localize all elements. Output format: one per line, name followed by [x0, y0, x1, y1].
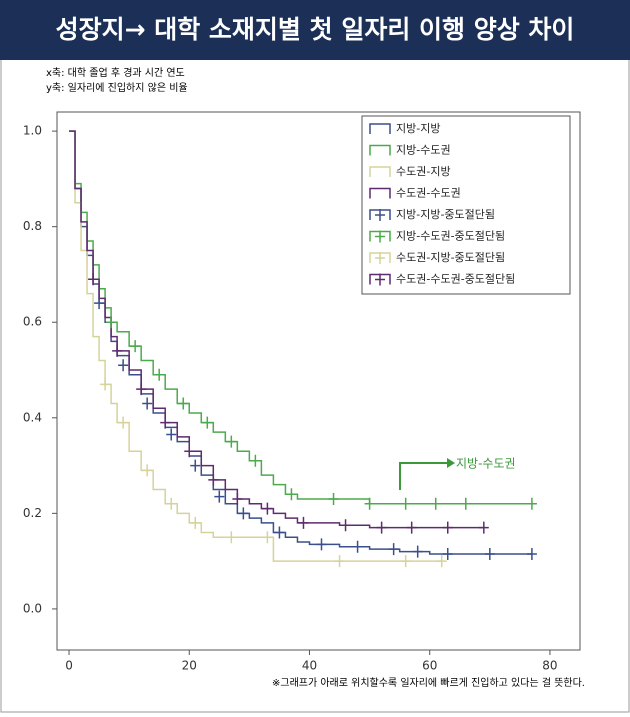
- y-tick-label: 0.0: [23, 601, 42, 615]
- header-bar: [0, 0, 630, 60]
- subtitle: y축: 일자리에 진입하지 않은 비율: [46, 81, 188, 94]
- censor-mark: [232, 493, 243, 506]
- censor-mark: [202, 416, 213, 429]
- censor-mark: [88, 273, 99, 286]
- censor-mark: [142, 397, 153, 410]
- legend-label: 지방-수도권-중도절단됨: [396, 230, 505, 243]
- censor-mark: [262, 531, 273, 544]
- legend-swatch: [369, 144, 391, 156]
- censor-mark: [130, 340, 141, 353]
- censor-mark: [208, 473, 219, 486]
- censor-mark: [478, 521, 489, 534]
- censor-mark: [106, 316, 117, 329]
- censor-mark: [286, 488, 297, 501]
- censor-mark: [430, 497, 441, 510]
- censor-mark: [388, 543, 399, 556]
- x-tick-label: 40: [302, 659, 317, 673]
- censor-mark: [334, 555, 345, 568]
- censor-mark: [340, 519, 351, 532]
- footnote: ※그래프가 아래로 위치할수록 일자리에 빠르게 진입하고 있다는 걸 뜻한다.: [272, 676, 585, 689]
- censor-mark: [160, 416, 171, 429]
- x-tick-label: 80: [542, 659, 557, 673]
- legend-label: 수도권-수도권-중도절단됨: [396, 273, 515, 286]
- censor-mark: [154, 368, 165, 381]
- legend-box: [361, 115, 571, 295]
- censor-mark: [460, 497, 471, 510]
- censor-mark: [178, 397, 189, 410]
- censor-mark: [238, 507, 249, 520]
- censor-mark: [364, 497, 375, 510]
- legend-swatch: [369, 187, 391, 199]
- censor-mark: [190, 459, 201, 472]
- y-tick-label: 0.4: [23, 410, 42, 424]
- censor-mark: [375, 209, 385, 221]
- censor-mark: [376, 521, 387, 534]
- censor-mark: [316, 538, 327, 551]
- subtitle: x축: 대학 졸업 후 경과 시간 연도: [46, 66, 185, 79]
- censor-mark: [298, 516, 309, 529]
- censor-mark: [100, 378, 111, 391]
- censor-mark: [184, 445, 195, 458]
- censor-mark: [226, 531, 237, 544]
- annotation: 지방-수도권: [456, 457, 516, 471]
- censor-mark: [526, 497, 537, 510]
- x-tick-label: 60: [422, 659, 437, 673]
- censor-mark: [226, 435, 237, 448]
- plot-frame: [56, 111, 581, 651]
- survival-line: [69, 130, 484, 529]
- censor-mark: [190, 516, 201, 529]
- y-tick-label: 0.2: [23, 506, 42, 520]
- censor-mark: [375, 252, 385, 264]
- censor-mark: [352, 540, 363, 553]
- censor-mark: [274, 526, 285, 539]
- survival-line: [69, 130, 532, 505]
- legend-label: 지방-지방: [396, 122, 440, 135]
- y-tick-label: 0.8: [23, 219, 42, 233]
- censor-mark: [412, 545, 423, 558]
- censor-mark: [375, 230, 385, 243]
- legend-label: 지방-지방-중도절단됨: [396, 208, 495, 221]
- censor-mark: [214, 490, 225, 503]
- censor-mark: [375, 273, 385, 286]
- censor-mark: [328, 493, 339, 506]
- censor-mark: [118, 416, 129, 429]
- censor-mark: [400, 497, 411, 510]
- censor-mark: [484, 547, 495, 560]
- legend-label: 수도권-지방: [396, 165, 451, 178]
- censor-mark: [262, 502, 273, 515]
- censor-mark: [112, 344, 123, 357]
- chart-title: 성장지→ 대학 소재지별 첫 일자리 이행 양상 차이: [56, 15, 575, 44]
- legend-label: 수도권-지방-중도절단됨: [396, 251, 505, 264]
- censor-mark: [118, 359, 129, 372]
- censor-mark: [250, 454, 261, 467]
- censor-mark: [526, 547, 537, 560]
- y-tick-label: 0.6: [23, 315, 42, 329]
- legend-label: 지방-수도권: [396, 144, 451, 157]
- x-tick-label: 0: [65, 659, 73, 673]
- censor-mark: [94, 297, 105, 310]
- censor-mark: [400, 555, 411, 568]
- legend-swatch: [369, 166, 391, 177]
- annotation-arrow: [399, 462, 447, 490]
- censor-mark: [142, 464, 153, 477]
- censor-mark: [436, 555, 447, 568]
- y-tick-label: 1.0: [23, 124, 42, 138]
- censor-mark: [442, 521, 453, 534]
- censor-mark: [136, 383, 147, 396]
- censor-mark: [406, 521, 417, 534]
- censor-mark: [166, 428, 177, 441]
- x-tick-label: 20: [182, 659, 197, 673]
- censor-mark: [166, 497, 177, 510]
- legend-swatch: [369, 123, 391, 134]
- legend-label: 수도권-수도권: [396, 187, 461, 200]
- annotation-arrowhead: [447, 458, 455, 468]
- censor-mark: [442, 547, 453, 560]
